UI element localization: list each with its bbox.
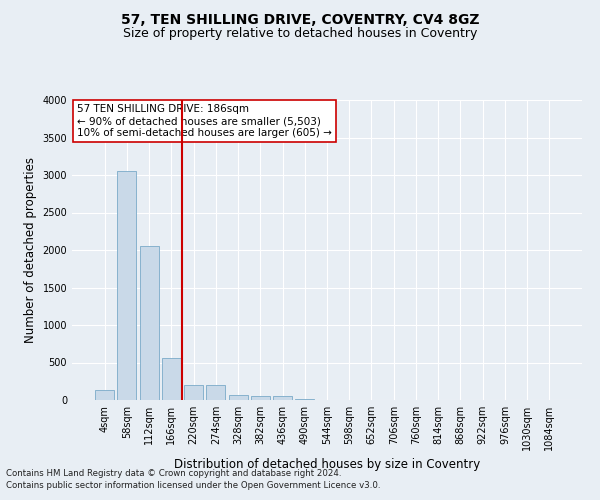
Text: Size of property relative to detached houses in Coventry: Size of property relative to detached ho… bbox=[123, 28, 477, 40]
Bar bbox=[95, 390, 114, 400]
X-axis label: Distribution of detached houses by size in Coventry: Distribution of detached houses by size … bbox=[174, 458, 480, 471]
Y-axis label: Number of detached properties: Number of detached properties bbox=[24, 157, 37, 343]
Bar bbox=[229, 395, 248, 400]
Bar bbox=[118, 171, 136, 400]
Bar bbox=[184, 385, 203, 400]
Bar bbox=[273, 396, 292, 400]
Text: 57, TEN SHILLING DRIVE, COVENTRY, CV4 8GZ: 57, TEN SHILLING DRIVE, COVENTRY, CV4 8G… bbox=[121, 12, 479, 26]
Text: 57 TEN SHILLING DRIVE: 186sqm
← 90% of detached houses are smaller (5,503)
10% o: 57 TEN SHILLING DRIVE: 186sqm ← 90% of d… bbox=[77, 104, 332, 138]
Bar bbox=[295, 398, 314, 400]
Bar bbox=[206, 385, 225, 400]
Bar bbox=[251, 396, 270, 400]
Text: Contains HM Land Registry data © Crown copyright and database right 2024.: Contains HM Land Registry data © Crown c… bbox=[6, 468, 341, 477]
Bar bbox=[140, 246, 158, 400]
Text: Contains public sector information licensed under the Open Government Licence v3: Contains public sector information licen… bbox=[6, 481, 380, 490]
Bar bbox=[162, 358, 181, 400]
